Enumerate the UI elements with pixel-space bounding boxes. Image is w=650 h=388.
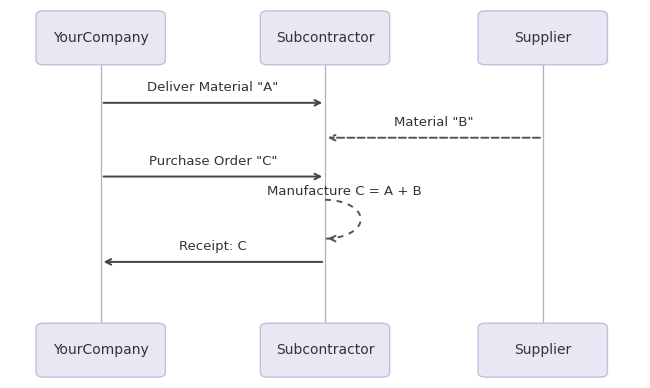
- Text: YourCompany: YourCompany: [53, 31, 149, 45]
- Text: Supplier: Supplier: [514, 343, 571, 357]
- Text: Manufacture C = A + B: Manufacture C = A + B: [267, 185, 422, 198]
- Text: Subcontractor: Subcontractor: [276, 343, 374, 357]
- FancyBboxPatch shape: [260, 323, 389, 377]
- Text: Subcontractor: Subcontractor: [276, 31, 374, 45]
- Text: Purchase Order "C": Purchase Order "C": [149, 155, 277, 168]
- Text: YourCompany: YourCompany: [53, 343, 149, 357]
- Text: Receipt: C: Receipt: C: [179, 240, 247, 253]
- FancyBboxPatch shape: [36, 323, 165, 377]
- FancyBboxPatch shape: [260, 11, 389, 65]
- FancyBboxPatch shape: [478, 323, 607, 377]
- Text: Deliver Material "A": Deliver Material "A": [148, 81, 278, 94]
- FancyBboxPatch shape: [36, 11, 165, 65]
- Text: Supplier: Supplier: [514, 31, 571, 45]
- Text: Material "B": Material "B": [394, 116, 474, 129]
- FancyBboxPatch shape: [478, 11, 607, 65]
